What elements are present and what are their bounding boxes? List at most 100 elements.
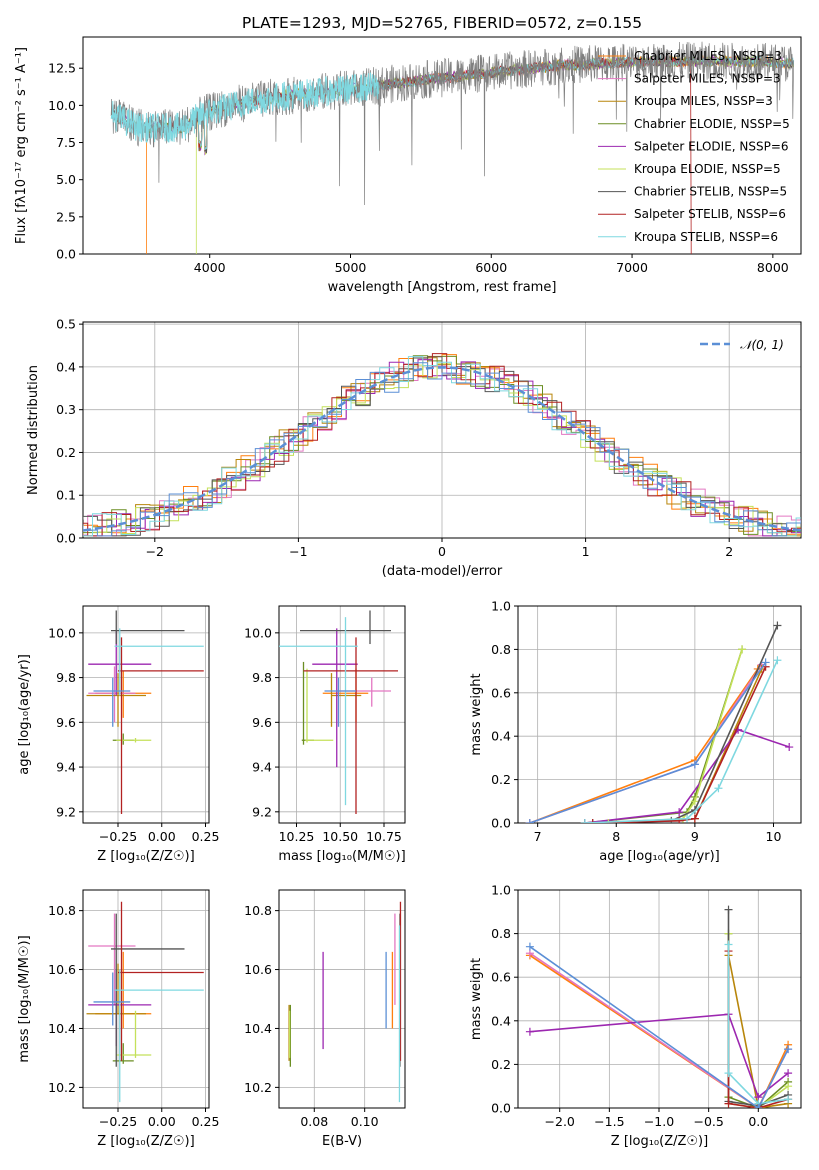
x-tick-label: 10.25 — [279, 829, 315, 844]
legend-label: Salpeter ELODIE, NSSP=6 — [634, 139, 789, 153]
mass-weight-point-marker — [690, 760, 699, 769]
x-tick-label: 5000 — [335, 260, 367, 275]
y-tick-label: 0.8 — [491, 642, 511, 657]
y-tick-label: 9.8 — [56, 670, 76, 685]
y-tick-label: 10.8 — [48, 903, 76, 918]
x-tick-label: 0.10 — [351, 1114, 379, 1129]
mass-weight-point-marker — [724, 1099, 733, 1108]
y-tick-label: 0.0 — [491, 1101, 511, 1116]
axes-frame — [278, 605, 406, 824]
y-tick-label: 10.6 — [244, 962, 272, 977]
mass-weight-point-marker — [761, 658, 770, 667]
y-tick-label: 10.4 — [48, 1021, 76, 1036]
mass-weight-point-marker — [525, 942, 534, 951]
y-tick-label: 9.6 — [252, 715, 272, 730]
mass-weight-point-marker — [690, 797, 699, 806]
errorbars-mass-Z — [86, 901, 204, 1103]
x-tick-label: −0.25 — [99, 1114, 137, 1129]
x-tick-label: −2 — [146, 544, 164, 559]
mass-weight-point-marker — [785, 743, 794, 752]
axes-residuals: −2 −1 0 1 2 0.0 0.1 0.2 0.3 0.4 0.5 (data-model)/er… — [26, 317, 802, 579]
y-axis-label: Normed distribution — [26, 365, 41, 495]
mass-weight-point-marker — [724, 1069, 733, 1078]
y-tick-label: 0.0 — [491, 816, 511, 831]
y-tick-label: 12.5 — [48, 61, 76, 76]
x-tick-label: 9 — [691, 829, 699, 844]
axes-frame — [82, 889, 210, 1109]
y-tick-label: 0.0 — [56, 247, 76, 262]
x-tick-label: 8000 — [757, 260, 789, 275]
gridlines — [279, 890, 405, 1108]
mass-weight-point-marker — [724, 940, 733, 949]
axes-frame — [517, 605, 802, 824]
y-tick-label: 10.8 — [244, 903, 272, 918]
histogram-series-step — [83, 362, 801, 537]
axes-mw-Z: −2.0 −1.5 −1.0 −0.5 0.0 0.0 0.2 0.4 0.6 0.8 1.0 Z [… — [469, 883, 802, 1149]
x-axis-label: (data-model)/error — [382, 564, 503, 579]
histogram-series-step — [83, 356, 801, 537]
y-tick-label: 9.2 — [56, 804, 76, 819]
legend-label: Chabrier ELODIE, NSSP=5 — [634, 117, 790, 131]
mass-weight-point-marker — [525, 1027, 534, 1036]
kroupa-stelib-overlay-line — [110, 72, 379, 143]
y-tick-label: 1.0 — [491, 883, 511, 898]
x-tick-label: −1.5 — [594, 1114, 624, 1129]
mass-weight-point-marker — [784, 1082, 793, 1091]
x-tick-label: 0.25 — [192, 829, 220, 844]
x-tick-label: −0.5 — [693, 1114, 723, 1129]
x-axis-label: Z [log₁₀(Z/Z☉)] — [611, 1134, 708, 1149]
x-tick-label: 10.50 — [322, 829, 358, 844]
y-tick-label: 0.8 — [491, 926, 511, 941]
axes-frame — [82, 605, 210, 824]
x-tick-label: −1.0 — [644, 1114, 674, 1129]
mass-weight-point-marker — [604, 819, 613, 823]
mass-weight-point-marker — [773, 656, 782, 665]
y-tick-label: 7.5 — [56, 135, 76, 150]
y-tick-label: 0.3 — [56, 402, 76, 417]
y-axis-label: Flux [fλ10⁻¹⁷ erg cm⁻² s⁻¹ A⁻¹] — [14, 47, 29, 244]
mass-weight-point-marker — [724, 905, 733, 914]
x-tick-label: 0.25 — [192, 1114, 220, 1129]
y-tick-label: 0.2 — [56, 445, 76, 460]
lines-mw-Z — [525, 905, 793, 1108]
axes-frame — [82, 321, 802, 539]
mass-weight-series-line — [592, 666, 767, 823]
histogram-series-step — [83, 357, 801, 537]
x-tick-label: −2.0 — [545, 1114, 575, 1129]
residual-histograms — [83, 353, 801, 537]
mass-weight-series-line — [727, 955, 789, 1108]
mass-weight-series-line — [592, 625, 779, 823]
y-tick-label: 10.0 — [48, 98, 76, 113]
x-tick-label: 0 — [438, 544, 446, 559]
mass-weight-point-marker — [675, 816, 684, 823]
x-axis-label: wavelength [Angstrom, rest frame] — [328, 280, 557, 295]
mass-weight-point-marker — [683, 814, 692, 823]
gridlines — [518, 605, 801, 824]
y-tick-label: 1.0 — [491, 599, 511, 614]
y-tick-label: 0.2 — [491, 772, 511, 787]
x-axis-label: age [log₁₀(age/yr)] — [599, 849, 720, 864]
x-tick-label: 10 — [766, 829, 782, 844]
y-tick-label: 9.4 — [252, 760, 272, 775]
y-tick-label: 9.2 — [252, 804, 272, 819]
y-tick-label: 0.6 — [491, 685, 511, 700]
x-tick-label: 7000 — [616, 260, 648, 275]
y-tick-label: 0.0 — [56, 531, 76, 546]
axes-age-Z: −0.25 0.00 0.25 9.2 9.4 9.6 9.8 10.0 Z [log₁₀(Z/… — [17, 605, 220, 864]
mass-weight-point-marker — [588, 819, 597, 823]
mass-weight-point-marker — [580, 819, 589, 823]
x-tick-label: 7 — [534, 829, 542, 844]
x-axis-label: mass [log₁₀(M/M☉)] — [278, 849, 405, 864]
y-tick-label: 10.0 — [48, 625, 76, 640]
x-tick-label: 0.08 — [300, 1114, 328, 1129]
gridlines — [83, 890, 209, 1108]
y-tick-label: 9.8 — [252, 670, 272, 685]
x-tick-label: 0.0 — [748, 1114, 768, 1129]
y-axis-label: mass weight — [469, 958, 484, 1040]
legend-label: Kroupa MILES, NSSP=3 — [634, 94, 773, 108]
y-tick-label: 0.6 — [491, 970, 511, 985]
mass-weight-point-marker — [690, 814, 699, 823]
mass-weight-point-marker — [784, 1045, 793, 1054]
y-tick-label: 0.4 — [491, 729, 511, 744]
x-tick-label: 8 — [612, 829, 620, 844]
